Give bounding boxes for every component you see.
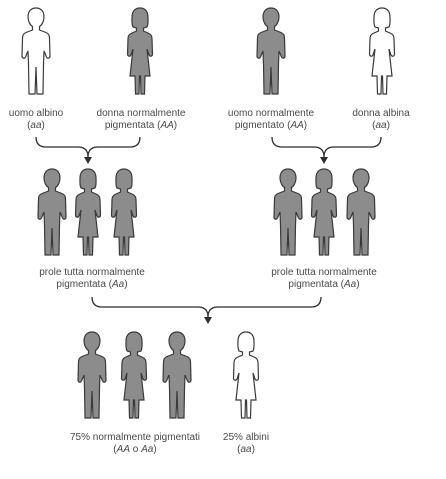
genotype-Aa: Aa <box>344 279 357 290</box>
grandchild-man-icon <box>77 331 107 419</box>
label-grandchildren-pigmented-line1: 75% normalmente pigmentati <box>69 432 201 443</box>
left-cross-arrowhead <box>84 157 92 164</box>
label-albino-woman-line1: donna albina <box>352 108 410 119</box>
offspring-left-man-icon <box>37 168 67 256</box>
offspring-left-woman-icon-2 <box>110 168 138 256</box>
genotype-AA: AA <box>290 120 304 131</box>
label-grandchildren-pigmented: 75% normalmente pigmentati (AA o Aa) <box>69 432 201 455</box>
pigmented-woman-icon <box>126 7 154 95</box>
pigmented-man-icon <box>256 7 286 95</box>
right-cross-arrowhead <box>320 157 328 164</box>
genotype-aa: aa <box>375 120 387 131</box>
offspring-right-man-icon-2 <box>346 168 376 256</box>
label-pigmented-man-line1: uomo normalmente <box>227 108 315 119</box>
label-grandchildren-albino: 25% albini (aa) <box>222 432 270 455</box>
offspring-cross-connector <box>91 296 322 318</box>
label-pigmented-woman: donna normalmente pigmentata (AA) <box>96 108 186 131</box>
label-offspring-left: prole tutta normalmente pigmentata (Aa) <box>39 267 145 290</box>
albino-man-icon <box>21 7 51 95</box>
genotype-aa: aa <box>30 120 42 131</box>
label-offspring-right: prole tutta normalmente pigmentata (Aa) <box>271 267 377 290</box>
grandchild-albino-woman-icon <box>232 331 260 419</box>
offspring-right-woman-icon <box>310 168 338 256</box>
label-pigmented-woman-line1: donna normalmente <box>96 108 186 119</box>
offspring-right-man-icon <box>273 168 303 256</box>
label-albino-woman: donna albina (aa) <box>352 108 410 131</box>
grandchild-man-icon-2 <box>162 331 192 419</box>
label-grandchildren-albino-line1: 25% albini <box>222 432 270 443</box>
offspring-cross-arrowhead <box>204 317 212 324</box>
genotype-AA: AA <box>160 120 174 131</box>
grandchild-woman-icon <box>120 331 148 419</box>
offspring-left-woman-icon-1 <box>74 168 102 256</box>
label-offspring-right-line1: prole tutta normalmente <box>271 267 377 278</box>
label-pigmented-man: uomo normalmente pigmentato (AA) <box>227 108 315 131</box>
right-cross-connector <box>271 136 382 158</box>
albino-woman-icon <box>368 7 396 95</box>
left-cross-connector <box>35 136 141 158</box>
genotype-Aa: Aa <box>141 444 154 455</box>
genotype-aa: aa <box>240 444 252 455</box>
label-offspring-left-line1: prole tutta normalmente <box>39 267 145 278</box>
genotype-Aa: Aa <box>112 279 125 290</box>
label-albino-man: uomo albino (aa) <box>8 108 64 131</box>
genotype-AA: AA <box>116 444 130 455</box>
label-albino-man-line1: uomo albino <box>8 108 64 119</box>
